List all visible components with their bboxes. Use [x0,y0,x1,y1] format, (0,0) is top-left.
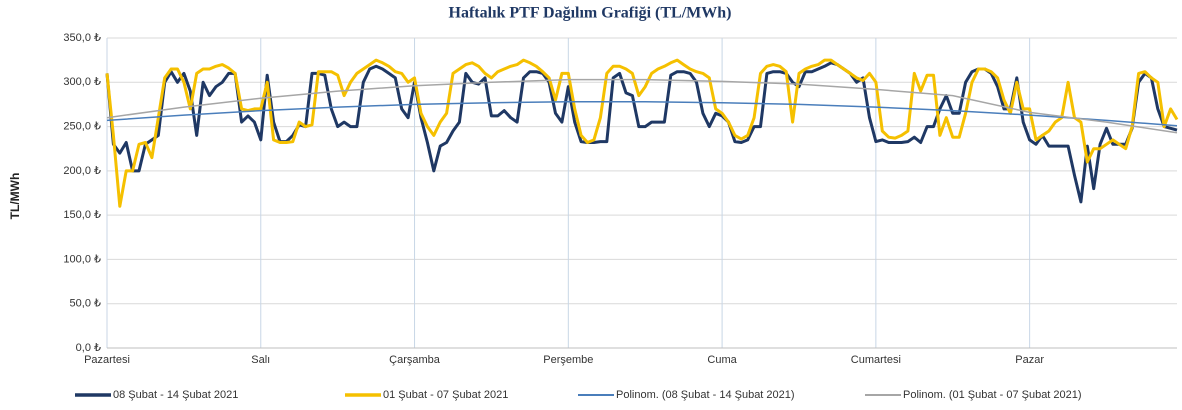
x-tick-label: Salı [251,354,270,366]
y-tick-label: 350,0 ₺ [63,32,101,44]
legend-label: Polinom. (01 Şubat - 07 Şubat 2021) [903,389,1082,401]
legend-label: 08 Şubat - 14 Şubat 2021 [113,389,238,401]
series-line [106,101,1178,127]
y-tick-label: 200,0 ₺ [63,165,101,177]
y-tick-label: 0,0 ₺ [76,342,101,354]
x-tick-label: Pazar [1015,354,1044,366]
y-tick-label: 300,0 ₺ [63,76,101,88]
chart-title: Haftalık PTF Dağılım Grafiği (TL/MWh) [449,5,732,22]
legend-label: 01 Şubat - 07 Şubat 2021 [383,389,508,401]
y-axis-label: TL/MWh [8,173,22,220]
x-tick-label: Çarşamba [389,354,441,366]
series-line [106,78,1178,134]
series-line [105,58,1179,208]
y-tick-label: 250,0 ₺ [63,120,101,132]
y-tick-label: 150,0 ₺ [63,209,101,221]
x-tick-label: Cuma [707,354,737,366]
legend-label: Polinom. (08 Şubat - 14 Şubat 2021) [616,389,795,401]
x-tick-label: Perşembe [543,354,593,366]
x-tick-label: Pazartesi [84,354,130,366]
x-tick-label: Cumartesi [851,354,901,366]
y-tick-label: 100,0 ₺ [63,253,101,265]
y-tick-label: 50,0 ₺ [70,298,101,310]
